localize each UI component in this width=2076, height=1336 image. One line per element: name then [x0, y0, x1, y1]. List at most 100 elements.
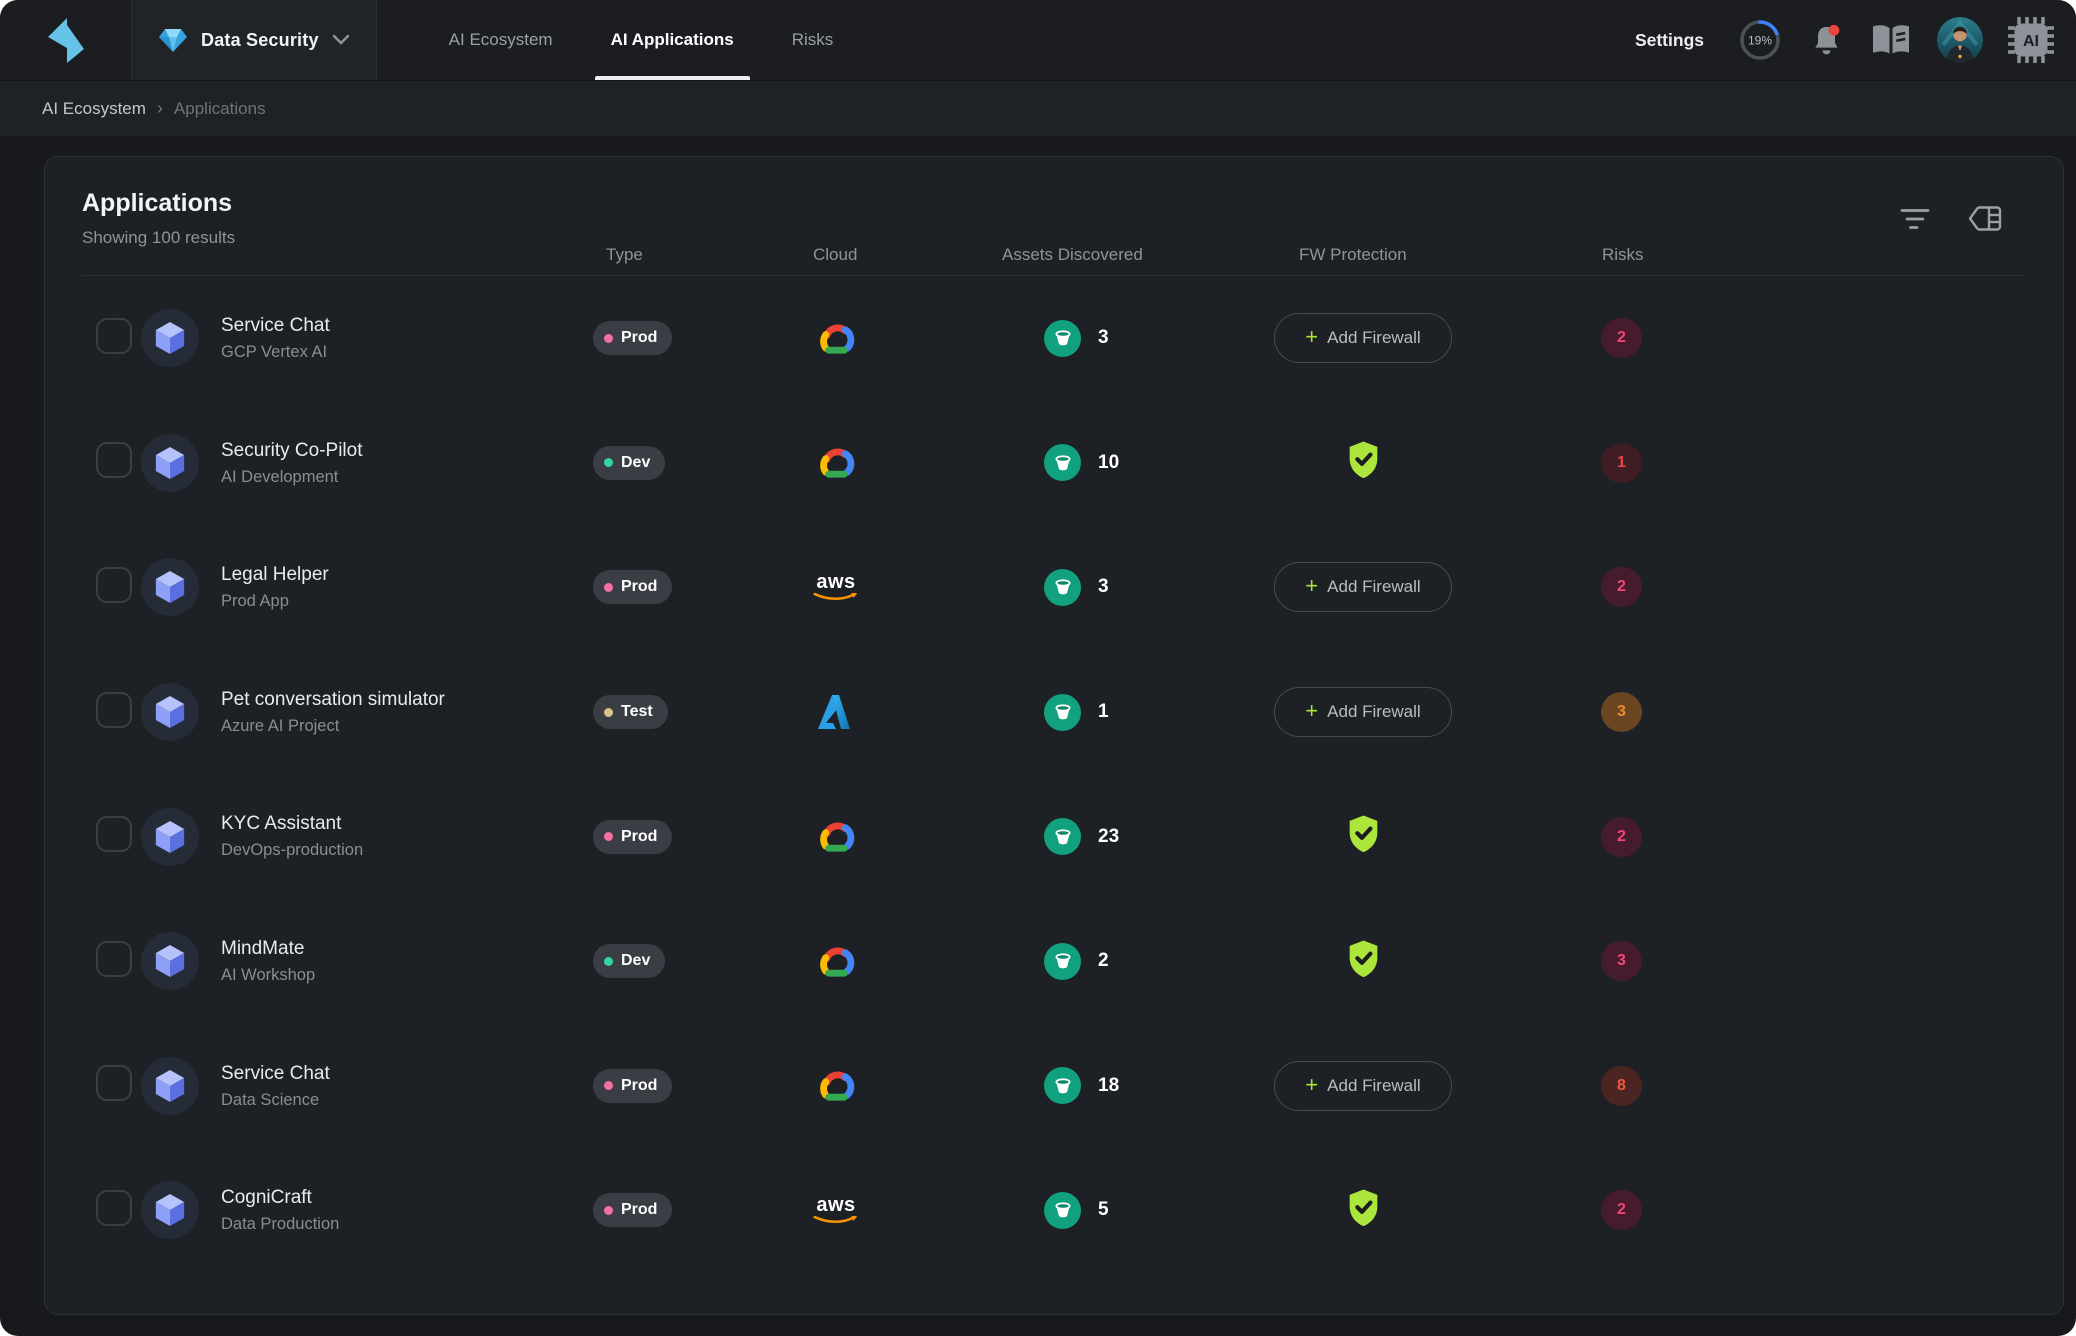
breadcrumb-applications: Applications [174, 99, 266, 119]
main-tabs: AI EcosystemAI ApplicationsRisks [427, 0, 856, 80]
settings-link[interactable]: Settings [1635, 30, 1704, 51]
brand-logo-icon [46, 15, 86, 65]
row-select-checkbox[interactable] [96, 692, 132, 728]
table-row[interactable]: CogniCraft Data Production Prod aws 5 2 [82, 1148, 2026, 1273]
row-select-checkbox[interactable] [96, 318, 132, 354]
notification-dot [1829, 24, 1840, 35]
app-cube-icon [141, 808, 199, 866]
column-header-risks: Risks [1561, 245, 2026, 265]
app-cube-icon [141, 1057, 199, 1115]
breadcrumb-ai-ecosystem[interactable]: AI Ecosystem [42, 99, 146, 119]
row-select-checkbox[interactable] [96, 941, 132, 977]
type-badge: Prod [593, 1193, 672, 1227]
add-firewall-button[interactable]: + Add Firewall [1274, 687, 1452, 737]
table-row[interactable]: KYC Assistant DevOps-production Prod 23 … [82, 774, 2026, 899]
top-navigation-bar: Data Security AI EcosystemAI Application… [0, 0, 2076, 81]
type-label: Dev [621, 454, 650, 472]
asset-bucket-icon [1044, 1067, 1081, 1104]
type-badge: Prod [593, 1069, 672, 1103]
app-cube-icon [141, 683, 199, 741]
asset-bucket-icon [1044, 694, 1081, 731]
app-name: Service Chat [221, 316, 330, 335]
plus-icon: + [1305, 326, 1318, 348]
add-firewall-button[interactable]: +Add Firewall [1274, 562, 1452, 612]
type-dot-icon [604, 458, 613, 467]
app-name: Pet conversation simulator [221, 690, 445, 709]
cloud-cell: aws [806, 572, 996, 603]
app-cube-icon [141, 558, 199, 616]
firewall-protected-shield-icon [1345, 814, 1382, 859]
row-select-checkbox[interactable] [96, 816, 132, 852]
scan-progress-value: 19% [1748, 34, 1772, 48]
gem-icon [158, 27, 188, 54]
results-summary: Showing 100 results [82, 228, 235, 248]
tab-risks[interactable]: Risks [770, 0, 856, 80]
notifications-bell-icon[interactable] [1808, 22, 1845, 59]
type-dot-icon [604, 1081, 613, 1090]
risks-count-badge[interactable]: 2 [1601, 817, 1642, 857]
app-subtitle: Data Production [221, 1216, 339, 1233]
type-label: Prod [621, 828, 657, 846]
row-select-checkbox[interactable] [96, 1190, 132, 1226]
risks-count-badge[interactable]: 2 [1601, 318, 1642, 358]
plus-icon: + [1305, 700, 1318, 722]
app-subtitle: Azure AI Project [221, 718, 445, 735]
app-subtitle: Data Science [221, 1092, 330, 1109]
table-row[interactable]: Security Co-Pilot AI Development Dev 10 … [82, 401, 2026, 526]
assets-count: 10 [1098, 452, 1119, 474]
app-subtitle: AI Workshop [221, 967, 315, 984]
app-cube-icon [141, 932, 199, 990]
applications-table: Service Chat GCP Vertex AI Prod 3 +Add F… [82, 276, 2026, 1273]
row-select-checkbox[interactable] [96, 1065, 132, 1101]
type-label: Test [621, 703, 653, 721]
row-select-checkbox[interactable] [96, 567, 132, 603]
risks-count-badge[interactable]: 3 [1601, 941, 1642, 981]
cloud-cell [806, 816, 996, 857]
table-row[interactable]: Pet conversation simulator Azure AI Proj… [82, 650, 2026, 775]
type-badge: Dev [593, 446, 665, 480]
type-label: Dev [621, 952, 650, 970]
filter-icon[interactable] [1900, 205, 1930, 232]
risks-count-badge[interactable]: 2 [1601, 1190, 1642, 1230]
table-row[interactable]: MindMate AI Workshop Dev 2 3 [82, 899, 2026, 1024]
docs-book-icon[interactable] [1870, 22, 1912, 58]
brand-logo[interactable] [0, 0, 131, 80]
type-dot-icon [604, 708, 613, 717]
product-switcher[interactable]: Data Security [131, 0, 377, 80]
table-row[interactable]: Service Chat Data Science Prod 18 +Add F… [82, 1024, 2026, 1149]
app-name: Legal Helper [221, 565, 329, 584]
app-name: MindMate [221, 939, 315, 958]
risks-count-badge[interactable]: 1 [1601, 443, 1642, 483]
risks-count-badge[interactable]: 8 [1601, 1066, 1642, 1106]
tab-ai-applications[interactable]: AI Applications [589, 0, 756, 80]
row-select-checkbox[interactable] [96, 442, 132, 478]
asset-bucket-icon [1044, 943, 1081, 980]
collapse-columns-icon[interactable] [1968, 205, 2002, 232]
type-label: Prod [621, 578, 657, 596]
column-header-assets: Assets Discovered [996, 245, 1271, 265]
gcp-cloud-icon [813, 816, 860, 857]
type-dot-icon [604, 1206, 613, 1215]
firewall-protected-shield-icon [1345, 1188, 1382, 1233]
risks-count-badge[interactable]: 3 [1601, 692, 1642, 732]
assets-count: 1 [1098, 701, 1109, 723]
add-firewall-label: Add Firewall [1327, 328, 1421, 348]
add-firewall-label: Add Firewall [1327, 702, 1421, 722]
asset-bucket-icon [1044, 818, 1081, 855]
add-firewall-button[interactable]: +Add Firewall [1274, 1061, 1452, 1111]
table-actions [1900, 205, 2002, 232]
tab-ai-ecosystem[interactable]: AI Ecosystem [427, 0, 575, 80]
add-firewall-button[interactable]: + Add Firewall [1274, 313, 1452, 363]
app-window: Data Security AI EcosystemAI Application… [0, 0, 2076, 1336]
assets-count: 23 [1098, 826, 1119, 848]
scan-progress-ring[interactable]: 19% [1737, 17, 1783, 63]
table-row[interactable]: Legal Helper Prod App Prod aws 3 +Add Fi… [82, 525, 2026, 650]
risks-count-badge[interactable]: 2 [1601, 567, 1642, 607]
app-cube-icon [141, 309, 199, 367]
breadcrumb: AI Ecosystem › Applications [0, 81, 2076, 136]
table-row[interactable]: Service Chat GCP Vertex AI Prod 3 +Add F… [82, 276, 2026, 401]
assets-count: 3 [1098, 327, 1109, 349]
type-dot-icon [604, 957, 613, 966]
ai-chip-icon[interactable]: AI [2008, 17, 2054, 63]
user-avatar[interactable] [1937, 17, 1983, 63]
